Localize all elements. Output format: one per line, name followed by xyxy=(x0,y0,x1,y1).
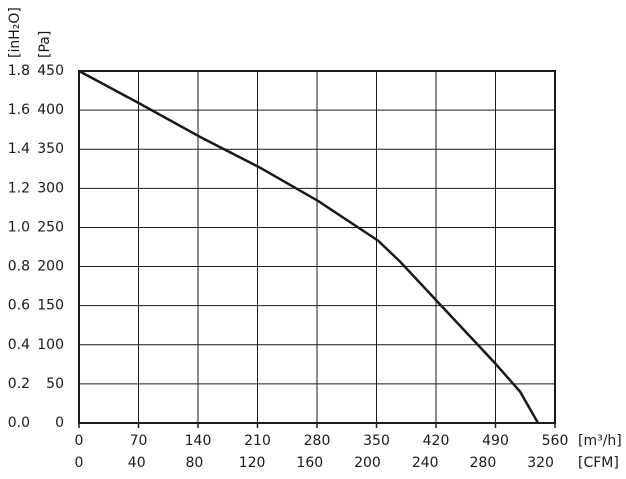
y-tick-label: 0 xyxy=(55,415,64,431)
x2-tick-label: 0 xyxy=(75,455,84,471)
y2-tick-label: 0.2 xyxy=(8,376,30,392)
x-tick-label: 490 xyxy=(482,433,509,449)
x-tick-label: 280 xyxy=(304,433,331,449)
x2-axis-label: [CFM] xyxy=(578,455,619,471)
y-tick-label: 300 xyxy=(37,180,64,196)
x-tick-label: 70 xyxy=(130,433,148,449)
y2-tick-label: 1.4 xyxy=(8,141,30,157)
y-tick-label: 450 xyxy=(37,63,64,79)
x2-tick-label: 120 xyxy=(239,455,266,471)
curve xyxy=(78,69,540,424)
x-axis-label: [m³/h] xyxy=(578,433,622,449)
y2-tick-label: 1.8 xyxy=(8,63,30,79)
x-tick-label: 350 xyxy=(363,433,390,449)
x-tick-label: 0 xyxy=(75,433,84,449)
y2-tick-label: 1.0 xyxy=(8,219,30,235)
x2-tick-label: 240 xyxy=(412,455,439,471)
x2-tick-label: 320 xyxy=(527,455,554,471)
y2-tick-label: 0.6 xyxy=(8,298,30,314)
x-tick-label: 210 xyxy=(244,433,271,449)
x-tick-label: 140 xyxy=(185,433,212,449)
x-tick-label: 560 xyxy=(542,433,569,449)
x2-tick-label: 200 xyxy=(354,455,381,471)
y-tick-label: 350 xyxy=(37,141,64,157)
y-tick-label: 200 xyxy=(37,259,64,275)
y2-tick-label: 1.2 xyxy=(8,180,30,196)
y2-tick-label: 1.6 xyxy=(8,102,30,118)
y-tick-label: 150 xyxy=(37,298,64,314)
x2-tick-label: 80 xyxy=(185,455,203,471)
y-tick-label: 250 xyxy=(37,219,64,235)
y-tick-label: 400 xyxy=(37,102,64,118)
y2-tick-label: 0.0 xyxy=(8,415,30,431)
y2-tick-label: 0.8 xyxy=(8,259,30,275)
y2-axis-label: [inH₂O] xyxy=(7,7,23,58)
x2-tick-label: 160 xyxy=(296,455,323,471)
y-tick-label: 50 xyxy=(46,376,64,392)
x-tick-label: 420 xyxy=(423,433,450,449)
x2-tick-label: 40 xyxy=(128,455,146,471)
y-tick-label: 100 xyxy=(37,337,64,353)
y2-tick-label: 0.4 xyxy=(8,337,30,353)
y-axis-label: [Pa] xyxy=(37,31,53,58)
plot-frame xyxy=(78,70,556,424)
x2-tick-label: 280 xyxy=(470,455,497,471)
